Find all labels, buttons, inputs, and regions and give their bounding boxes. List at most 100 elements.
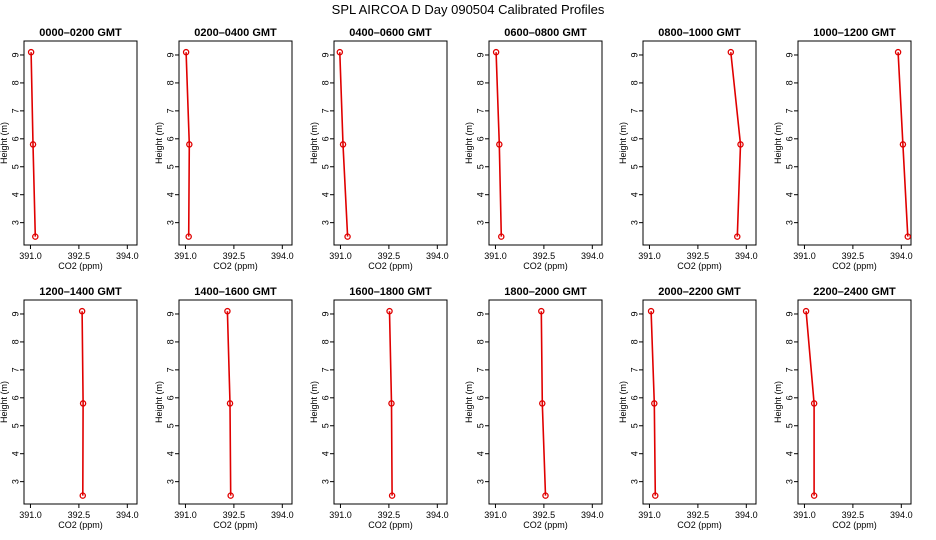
y-tick-label: 6	[475, 136, 485, 141]
plot-frame	[23, 40, 138, 246]
y-tick-label: 7	[10, 108, 20, 113]
profile-line	[30, 52, 37, 237]
y-tick-label: 4	[165, 451, 175, 456]
y-axis-label: Height (m)	[309, 381, 319, 423]
y-tick-label: 3	[784, 220, 794, 225]
data-point	[496, 141, 503, 148]
data-point	[27, 48, 35, 56]
y-tick-label: 5	[475, 164, 485, 169]
y-tick-label: 6	[165, 395, 175, 400]
x-tick-label: 394.0	[116, 510, 139, 520]
y-tick-label: 4	[10, 451, 20, 456]
y-tick-label: 8	[10, 339, 20, 344]
x-axis-label: CO2 (ppm)	[58, 261, 103, 271]
data-point	[647, 307, 655, 315]
y-tick-label: 4	[784, 192, 794, 197]
data-point	[227, 492, 234, 499]
panel-title: 0400–0600 GMT	[349, 27, 432, 39]
y-tick-label: 5	[10, 423, 20, 428]
plot-frame	[178, 40, 293, 246]
plot-frame	[642, 40, 757, 246]
y-tick-label: 8	[320, 80, 330, 85]
y-tick-label: 9	[629, 52, 639, 57]
y-tick-label: 7	[10, 367, 20, 372]
y-tick-label: 9	[475, 52, 485, 57]
data-point	[492, 48, 500, 56]
y-tick-label: 6	[10, 136, 20, 141]
y-axis-label: Height (m)	[773, 122, 783, 164]
panel-title: 0000–0200 GMT	[39, 27, 122, 39]
data-point	[802, 307, 810, 315]
panel-9: 1600–1800 GMT 3 4 5 6 7 8 9 391.0 392.5 394.0 CO2 (…	[309, 286, 449, 530]
panel-8: 1400–1600 GMT 3 4 5 6 7 8 9 391.0 392.5 394.0 CO2 (…	[154, 286, 294, 530]
x-tick-label: 391.0	[329, 510, 352, 520]
data-point	[737, 141, 744, 148]
panel-title: 1400–1600 GMT	[194, 286, 277, 298]
data-point	[894, 48, 902, 56]
y-tick-label: 6	[629, 136, 639, 141]
y-tick-label: 7	[784, 108, 794, 113]
y-tick-label: 5	[320, 164, 330, 169]
x-axis-label: CO2 (ppm)	[523, 520, 568, 530]
y-tick-label: 8	[165, 339, 175, 344]
y-tick-label: 4	[475, 192, 485, 197]
y-tick-label: 6	[320, 136, 330, 141]
x-tick-label: 394.0	[581, 510, 604, 520]
y-tick-label: 9	[784, 52, 794, 57]
x-tick-label: 391.0	[329, 251, 352, 261]
y-axis-label: Height (m)	[464, 122, 474, 164]
data-point	[727, 48, 735, 56]
y-tick-label: 5	[320, 423, 330, 428]
y-tick-label: 8	[629, 339, 639, 344]
y-tick-label: 4	[165, 192, 175, 197]
y-tick-label: 8	[475, 339, 485, 344]
x-tick-label: 391.0	[793, 510, 816, 520]
y-axis-label: Height (m)	[773, 381, 783, 423]
plot-frame	[23, 299, 138, 505]
y-tick-label: 4	[10, 192, 20, 197]
panel-title: 2200–2400 GMT	[813, 286, 896, 298]
y-tick-label: 7	[320, 367, 330, 372]
data-point	[186, 141, 193, 148]
x-tick-label: 394.0	[735, 510, 758, 520]
y-axis-label: Height (m)	[0, 381, 9, 423]
x-tick-label: 392.5	[533, 251, 556, 261]
y-tick-label: 9	[320, 311, 330, 316]
y-tick-label: 6	[320, 395, 330, 400]
y-axis-label: Height (m)	[154, 381, 164, 423]
profile-line	[650, 311, 657, 496]
y-tick-label: 8	[784, 80, 794, 85]
plot-frame	[797, 299, 912, 505]
y-tick-label: 3	[10, 220, 20, 225]
y-tick-label: 3	[784, 479, 794, 484]
y-axis-label: Height (m)	[618, 122, 628, 164]
x-tick-label: 391.0	[174, 251, 197, 261]
x-tick-label: 391.0	[793, 251, 816, 261]
panel-6: 1000–1200 GMT 3 4 5 6 7 8 9 391.0 392.5 394.0 CO2 (…	[773, 27, 913, 271]
x-tick-label: 391.0	[484, 251, 507, 261]
data-point	[539, 400, 546, 407]
x-axis-label: CO2 (ppm)	[58, 520, 103, 530]
data-point	[538, 307, 545, 315]
y-tick-label: 7	[165, 108, 175, 113]
x-axis-label: CO2 (ppm)	[213, 520, 258, 530]
panel-title: 0600–0800 GMT	[504, 27, 587, 39]
x-tick-label: 394.0	[581, 251, 604, 261]
data-point	[386, 307, 393, 315]
y-tick-label: 8	[320, 339, 330, 344]
x-tick-label: 392.5	[223, 510, 246, 520]
y-tick-label: 3	[320, 479, 330, 484]
y-tick-label: 8	[475, 80, 485, 85]
data-point	[182, 48, 190, 56]
data-point	[542, 492, 549, 499]
y-tick-label: 9	[475, 311, 485, 316]
y-axis-label: Height (m)	[618, 381, 628, 423]
plot-frame	[333, 299, 448, 505]
y-tick-label: 6	[475, 395, 485, 400]
data-point	[79, 400, 87, 407]
panels-group: 0000–0200 GMT 3 4 5 6 7 8 9 391.0 392.5 394.0 CO2 (…	[0, 27, 913, 530]
data-point	[651, 400, 658, 407]
y-tick-label: 3	[475, 479, 485, 484]
y-tick-label: 5	[784, 423, 794, 428]
data-point	[810, 400, 818, 407]
